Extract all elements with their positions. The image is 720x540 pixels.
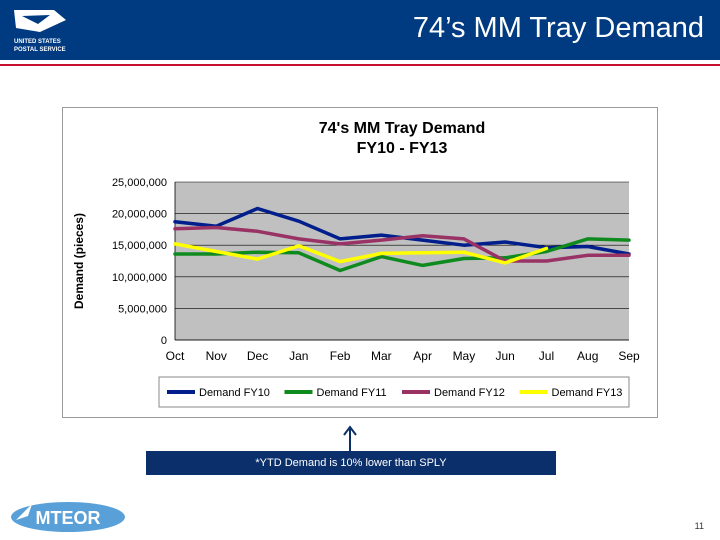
x-tick-label: May — [453, 349, 476, 363]
x-tick-label: Apr — [413, 349, 432, 363]
slide-title: 74’s MM Tray Demand — [412, 12, 704, 44]
header-divider — [0, 60, 720, 64]
logo-line-1: UNITED STATES — [14, 39, 61, 45]
usps-eagle-logo: UNITED STATES POSTAL SERVICE — [14, 10, 66, 53]
x-tick-label: Jan — [289, 349, 308, 363]
legend-label: Demand FY12 — [434, 387, 505, 399]
y-axis-label: Demand (pieces) — [72, 213, 86, 309]
x-tick-label: Oct — [166, 349, 185, 363]
mteor-logo-text: MTEOR — [36, 508, 101, 528]
ytd-callout: *YTD Demand is 10% lower than SPLY — [146, 451, 556, 475]
y-tick-label: 20,000,000 — [112, 209, 167, 221]
chart-subtitle: FY10 - FY13 — [357, 140, 448, 157]
legend-label: Demand FY11 — [317, 387, 387, 399]
line-chart: 74's MM Tray Demand FY10 - FY13 0 5,000,000… — [72, 120, 640, 408]
legend-label: Demand FY10 — [199, 387, 270, 399]
x-tick-label: Jun — [496, 349, 515, 363]
x-tick-label: Mar — [371, 349, 392, 363]
x-tick-label: Feb — [330, 349, 351, 363]
x-tick-label: Aug — [577, 349, 598, 363]
x-tick-label: Nov — [206, 349, 227, 363]
legend-label: Demand FY13 — [552, 387, 623, 399]
y-tick-label: 0 — [161, 335, 167, 347]
series-line-demand-fy13 — [173, 242, 549, 265]
header-band — [0, 0, 720, 60]
chart-frame: 74's MM Tray Demand FY10 - FY13 0 5,000,000… — [62, 107, 658, 418]
x-tick-label: Jul — [539, 349, 554, 363]
y-tick-label: 15,000,000 — [112, 240, 167, 252]
x-tick-label: Dec — [247, 349, 268, 363]
series-line-demand-fy11 — [173, 237, 631, 273]
legend-box — [158, 376, 630, 408]
series-line-demand-fy12 — [173, 225, 631, 263]
y-tick-label: 5,000,000 — [118, 303, 167, 315]
up-arrow-icon — [343, 425, 357, 452]
chart-title: 74's MM Tray Demand — [319, 120, 486, 137]
mteor-logo: MTEOR — [11, 502, 125, 532]
y-tick-label: 10,000,000 — [112, 272, 167, 284]
y-tick-label: 25,000,000 — [112, 177, 167, 189]
x-tick-label: Sep — [618, 349, 640, 363]
logo-line-2: POSTAL SERVICE — [14, 47, 66, 53]
header-accent-line — [0, 64, 720, 66]
page-number: 11 — [694, 521, 704, 531]
